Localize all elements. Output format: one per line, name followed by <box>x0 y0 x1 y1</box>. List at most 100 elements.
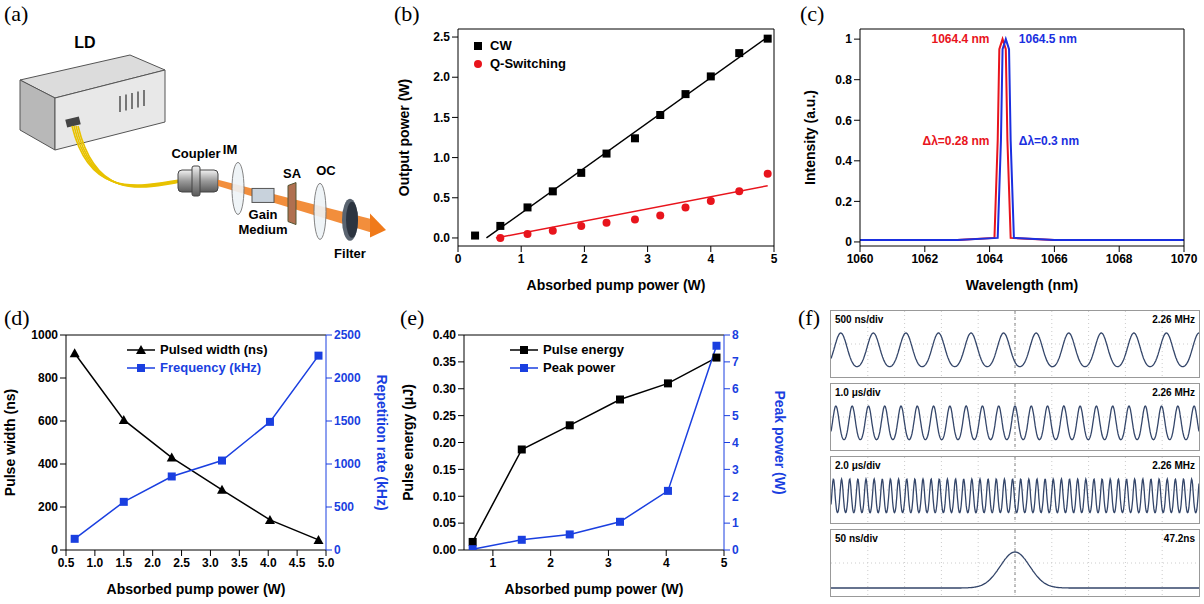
svg-text:1070: 1070 <box>1171 252 1198 266</box>
svg-text:0.5: 0.5 <box>58 556 75 570</box>
svg-text:3: 3 <box>605 556 612 570</box>
svg-text:Coupler: Coupler <box>171 146 220 161</box>
svg-text:2: 2 <box>581 252 588 266</box>
svg-text:Peak power (W): Peak power (W) <box>772 390 788 494</box>
svg-text:4: 4 <box>663 556 670 570</box>
svg-text:1.5: 1.5 <box>115 556 132 570</box>
html-text:(a): (a) <box>4 1 29 26</box>
svg-text:Gain: Gain <box>249 207 278 222</box>
svg-text:2.5: 2.5 <box>433 30 450 44</box>
svg-text:5: 5 <box>732 409 739 423</box>
svg-text:2.0 μs/div: 2.0 μs/div <box>835 460 881 471</box>
svg-text:Filter: Filter <box>334 246 366 261</box>
svg-text:0.0: 0.0 <box>433 231 450 245</box>
svg-text:Absorbed pump power (W): Absorbed pump power (W) <box>505 581 684 597</box>
svg-text:Pulse width (ns): Pulse width (ns) <box>2 389 18 496</box>
svg-text:0.6: 0.6 <box>835 114 852 128</box>
svg-text:Absorbed pump power (W): Absorbed pump power (W) <box>107 581 286 597</box>
svg-text:2: 2 <box>732 490 739 504</box>
svg-text:8: 8 <box>732 328 739 342</box>
svg-text:1.0: 1.0 <box>87 556 104 570</box>
svg-text:6: 6 <box>732 382 739 396</box>
svg-text:OC: OC <box>316 163 336 178</box>
svg-text:1066: 1066 <box>1041 252 1068 266</box>
svg-text:2.5: 2.5 <box>173 556 190 570</box>
svg-text:0.05: 0.05 <box>433 516 457 530</box>
svg-text:0: 0 <box>845 235 852 249</box>
svg-text:1: 1 <box>845 32 852 46</box>
svg-text:7: 7 <box>732 355 739 369</box>
svg-text:1.0: 1.0 <box>433 151 450 165</box>
svg-text:1064.5 nm: 1064.5 nm <box>1019 32 1077 46</box>
svg-text:1060: 1060 <box>847 252 874 266</box>
svg-text:Δλ=0.28 nm: Δλ=0.28 nm <box>923 134 990 148</box>
svg-text:1: 1 <box>732 516 739 530</box>
svg-text:1064: 1064 <box>976 252 1003 266</box>
svg-text:Absorbed pump power (W): Absorbed pump power (W) <box>527 277 706 293</box>
svg-text:0.5: 0.5 <box>433 191 450 205</box>
svg-text:0.25: 0.25 <box>433 409 457 423</box>
svg-text:1068: 1068 <box>1106 252 1133 266</box>
svg-text:2.26 MHz: 2.26 MHz <box>1152 387 1195 398</box>
svg-text:1500: 1500 <box>334 414 361 428</box>
svg-text:2.26 MHz: 2.26 MHz <box>1152 460 1195 471</box>
svg-text:LD: LD <box>74 34 95 51</box>
svg-text:1: 1 <box>490 556 497 570</box>
svg-text:0: 0 <box>51 543 58 557</box>
svg-text:5: 5 <box>771 252 778 266</box>
svg-text:0.35: 0.35 <box>433 355 457 369</box>
svg-text:500: 500 <box>334 500 354 514</box>
svg-text:Δλ=0.3 nm: Δλ=0.3 nm <box>1019 134 1079 148</box>
svg-text:0.15: 0.15 <box>433 463 457 477</box>
svg-text:SA: SA <box>283 166 302 181</box>
svg-text:0: 0 <box>732 543 739 557</box>
svg-text:1.0 μs/div: 1.0 μs/div <box>835 387 881 398</box>
svg-text:1062: 1062 <box>911 252 938 266</box>
svg-text:1064.4 nm: 1064.4 nm <box>932 32 990 46</box>
svg-text:Repetition rate (kHz): Repetition rate (kHz) <box>374 374 390 510</box>
svg-text:0.10: 0.10 <box>433 490 457 504</box>
svg-text:0.4: 0.4 <box>835 154 852 168</box>
svg-text:Pulse energy (μJ): Pulse energy (μJ) <box>400 384 416 501</box>
svg-text:4.5: 4.5 <box>289 556 306 570</box>
svg-text:Output power (W): Output power (W) <box>396 79 412 196</box>
svg-text:0: 0 <box>455 252 462 266</box>
svg-text:0.30: 0.30 <box>433 382 457 396</box>
svg-text:2500: 2500 <box>334 328 361 342</box>
svg-text:3.0: 3.0 <box>202 556 219 570</box>
svg-text:4: 4 <box>707 252 714 266</box>
svg-text:3: 3 <box>644 252 651 266</box>
svg-text:Intensity (a.u.): Intensity (a.u.) <box>802 90 818 185</box>
svg-text:1000: 1000 <box>334 457 361 471</box>
svg-text:2000: 2000 <box>334 371 361 385</box>
svg-text:3.5: 3.5 <box>231 556 248 570</box>
svg-text:2.0: 2.0 <box>144 556 161 570</box>
svg-text:4.0: 4.0 <box>260 556 277 570</box>
svg-text:50 ns/div: 50 ns/div <box>835 533 878 544</box>
svg-text:500 ns/div: 500 ns/div <box>835 314 884 325</box>
svg-text:47.2ns: 47.2ns <box>1164 533 1196 544</box>
svg-text:IM: IM <box>223 142 237 157</box>
svg-text:5.0: 5.0 <box>318 556 335 570</box>
svg-text:4: 4 <box>732 436 739 450</box>
svg-text:0.20: 0.20 <box>433 436 457 450</box>
svg-text:400: 400 <box>38 457 58 471</box>
svg-text:1.5: 1.5 <box>433 111 450 125</box>
svg-text:2.26 MHz: 2.26 MHz <box>1152 314 1195 325</box>
svg-text:600: 600 <box>38 414 58 428</box>
svg-text:3: 3 <box>732 463 739 477</box>
svg-text:0.2: 0.2 <box>835 195 852 209</box>
svg-text:0.00: 0.00 <box>433 543 457 557</box>
svg-text:Medium: Medium <box>238 222 287 237</box>
svg-text:1: 1 <box>518 252 525 266</box>
svg-text:0.8: 0.8 <box>835 73 852 87</box>
svg-text:Wavelength (nm): Wavelength (nm) <box>966 277 1078 293</box>
svg-text:5: 5 <box>721 556 728 570</box>
svg-text:200: 200 <box>38 500 58 514</box>
svg-text:800: 800 <box>38 371 58 385</box>
svg-text:2.0: 2.0 <box>433 70 450 84</box>
svg-text:2: 2 <box>547 556 554 570</box>
svg-text:0: 0 <box>334 543 341 557</box>
svg-text:0.40: 0.40 <box>433 328 457 342</box>
svg-text:1000: 1000 <box>31 328 58 342</box>
